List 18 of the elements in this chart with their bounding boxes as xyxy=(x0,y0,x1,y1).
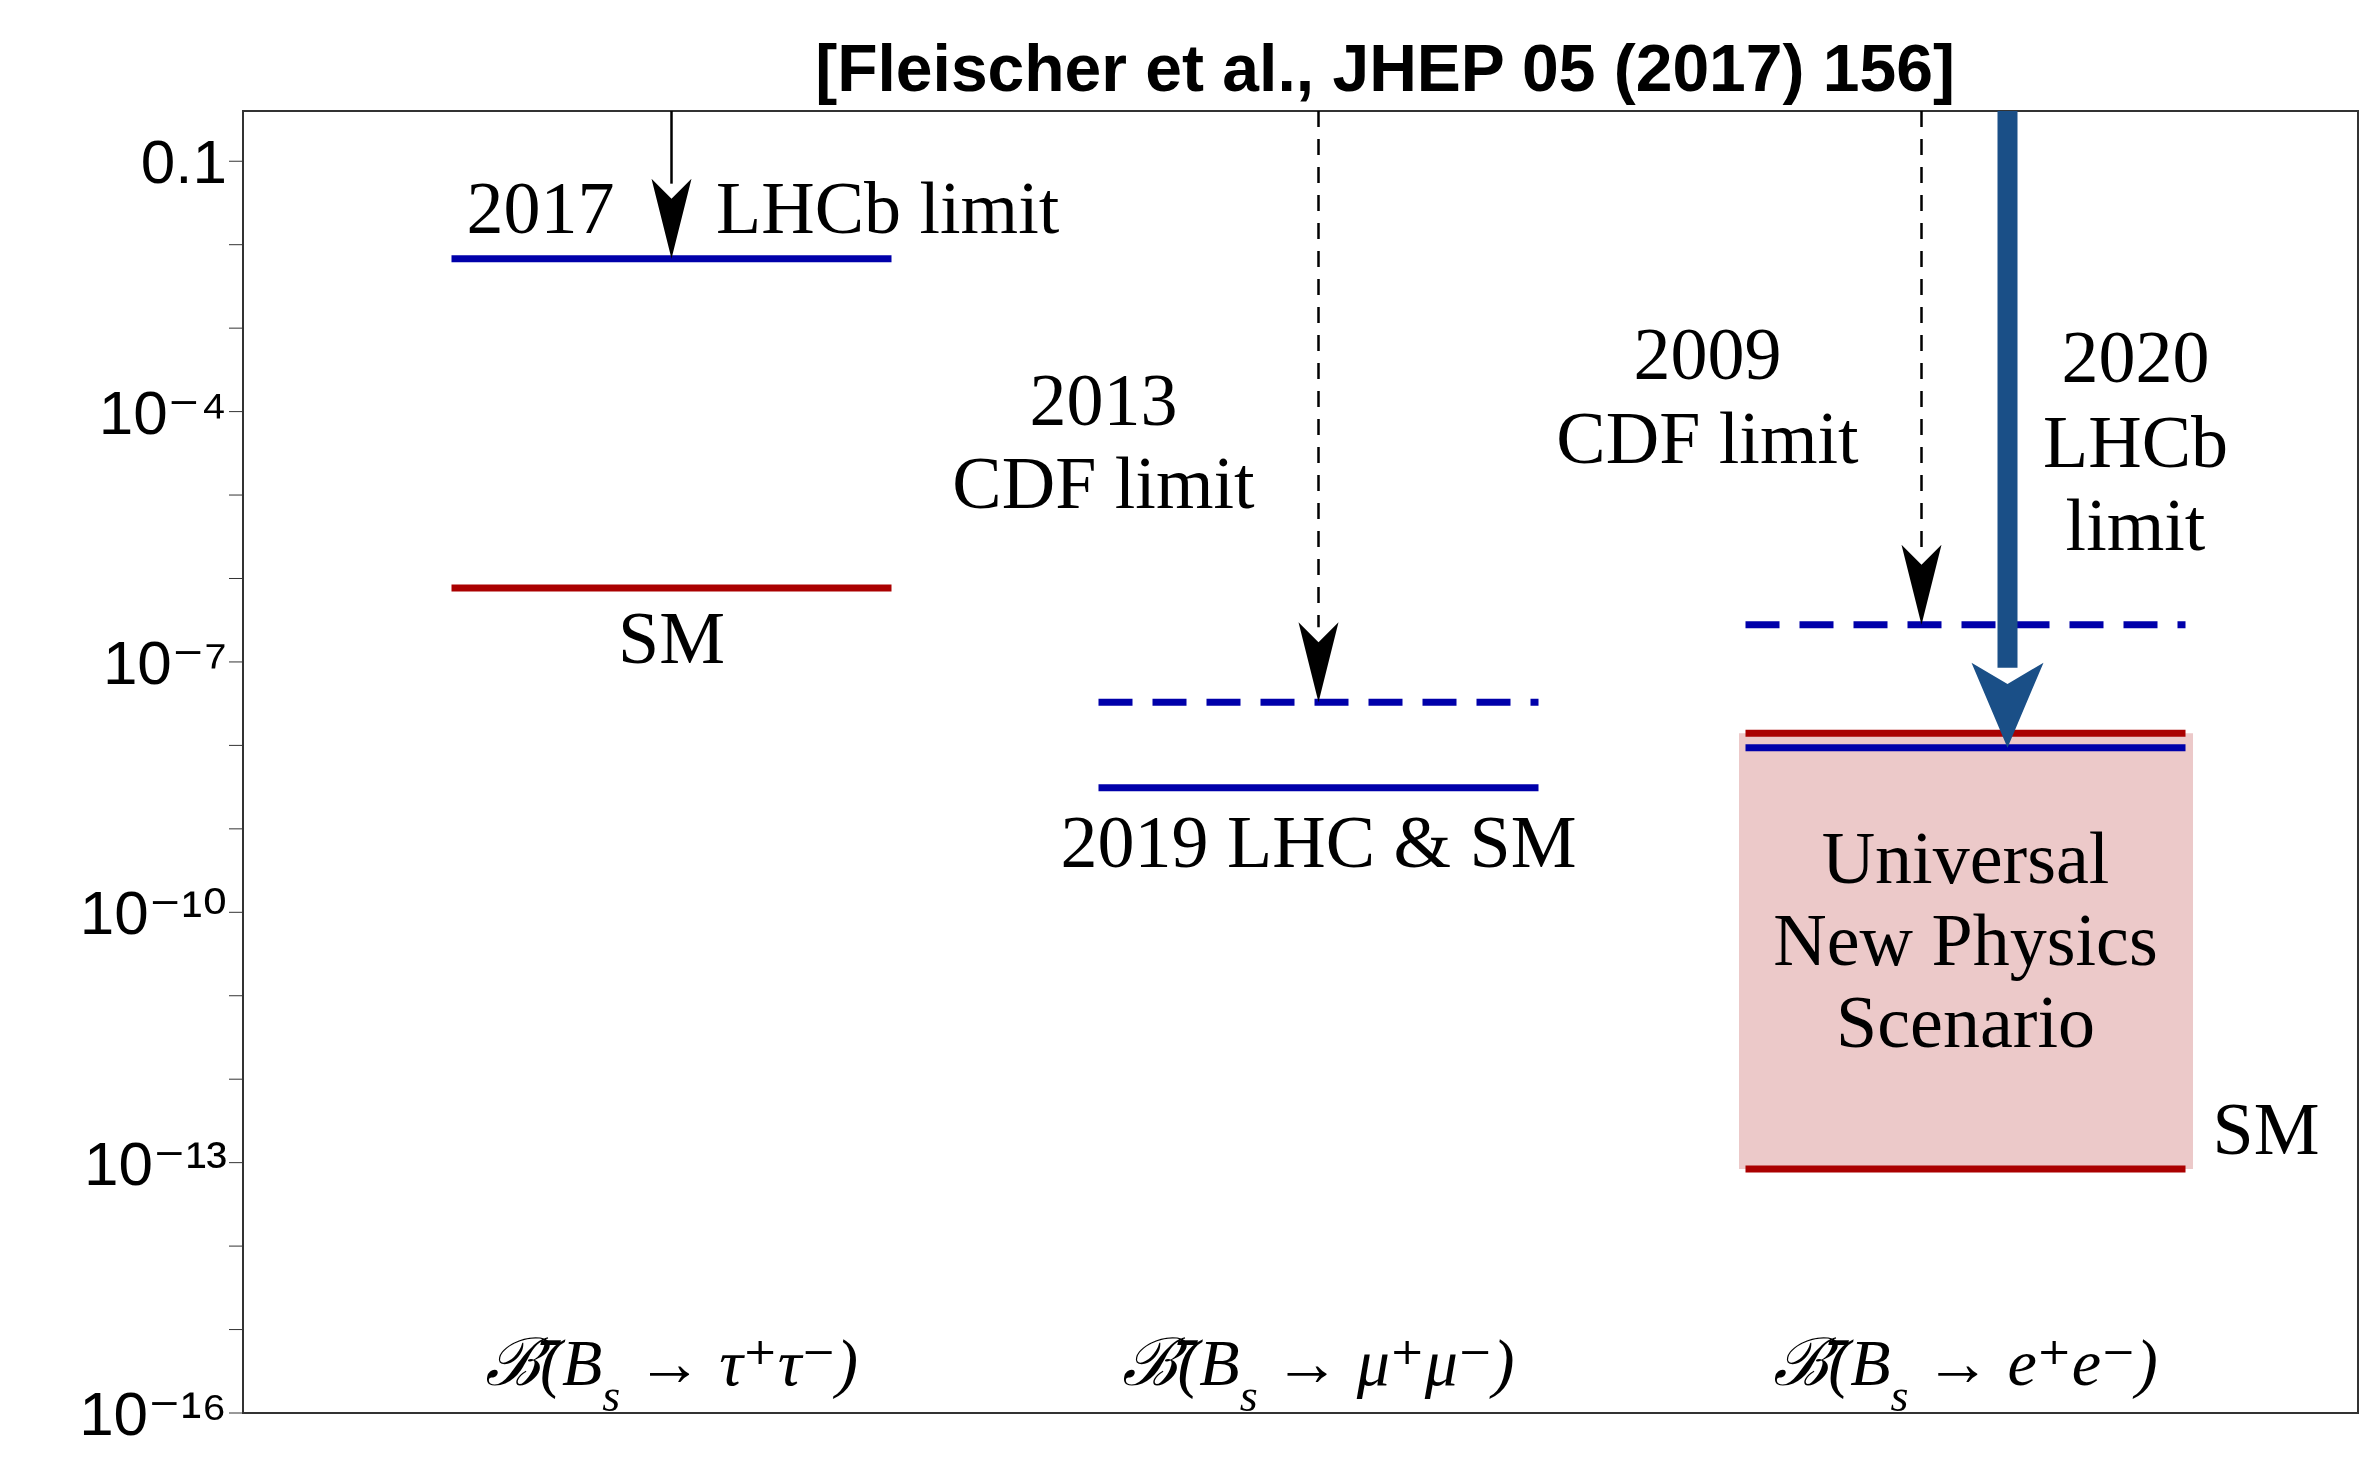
ref-line-label: 2019 LHC & SM xyxy=(1060,800,1577,883)
y-tick-label: 0.1 xyxy=(140,127,227,197)
text: 2017 LHCb limit xyxy=(466,166,1060,249)
ref-line-label: SM xyxy=(618,596,725,679)
ref-line-label: 2013 CDF limit xyxy=(952,359,1256,525)
annotation: Universal New Physics Scenario xyxy=(1773,817,2158,1064)
x-tick-label: ℬ̄(B$_{s}$ → e⁺e⁻) xyxy=(1773,1326,2158,1421)
chart-title: [Fleischer et al., JHEP 05 (2017) 156] xyxy=(815,31,1955,105)
ref-line-label: 2020 LHCb limit xyxy=(2043,315,2228,566)
ref-line-label: 2009 CDF limit xyxy=(1556,312,1860,479)
x-tick-label: ℬ̄(B$_{s}$ → μ⁺μ⁻) xyxy=(1122,1326,1515,1421)
y-tick-label: 10⁻¹⁶ xyxy=(79,1379,227,1449)
ref-line-label: SM xyxy=(2212,1087,2320,1170)
y-tick-label: 10⁻⁷ xyxy=(102,627,227,697)
y-tick-label: 10⁻¹⁰ xyxy=(79,878,227,948)
x-tick-label: ℬ̄(B$_{s}$ → τ⁺τ⁻) xyxy=(484,1326,859,1421)
y-tick-label: 10⁻⁴ xyxy=(98,377,227,447)
y-tick-label: 10⁻¹³ xyxy=(84,1128,227,1198)
